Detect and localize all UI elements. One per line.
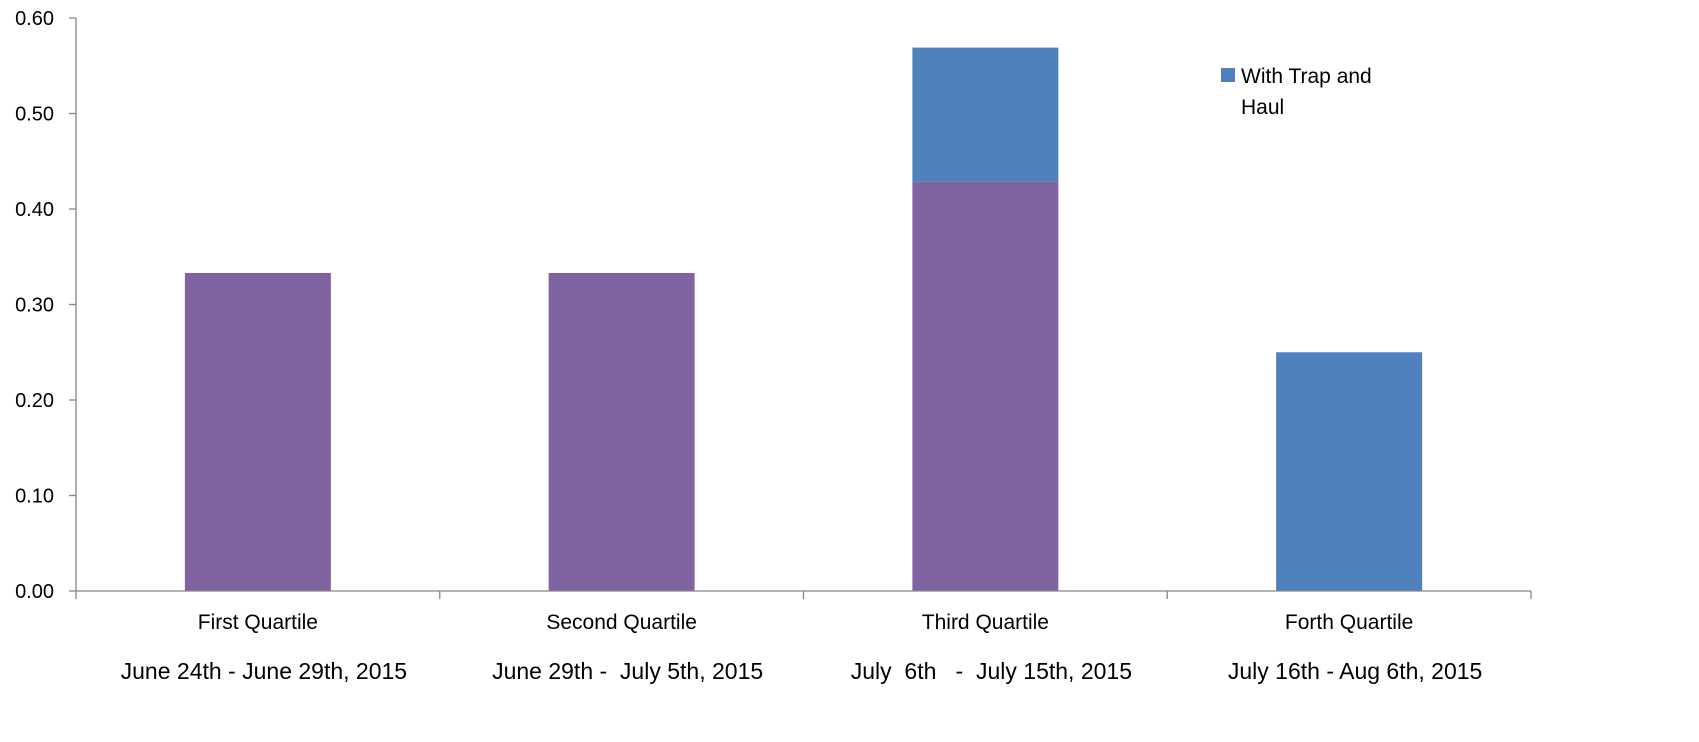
bar-segment [1276, 352, 1423, 591]
y-tick-label: 0.30 [15, 295, 54, 317]
legend: With Trap and Haul [1221, 65, 1372, 119]
labels-group: 0.00 0.10 0.20 0.30 0.40 0.50 0.60 First Quarti… [15, 8, 1482, 684]
bar-segment [184, 272, 331, 591]
y-tick-label: 0.40 [15, 199, 54, 221]
y-tick-label: 0.10 [15, 486, 54, 508]
legend-swatch [1221, 68, 1235, 82]
legend-label: Haul [1241, 96, 1284, 119]
y-tick-label: 0.50 [15, 104, 54, 126]
y-tick-label: 0.60 [15, 8, 54, 30]
bar-segment [548, 272, 695, 591]
date-range-label: June 24th - June 29th, 2015 [121, 658, 407, 684]
date-range-label: July 6th - July 15th, 2015 [851, 658, 1132, 684]
x-tick-label: Forth Quartile [1285, 611, 1413, 634]
y-tick-label: 0.20 [15, 390, 54, 412]
y-tick-label: 0.00 [15, 581, 54, 603]
legend-label: With Trap and [1241, 65, 1372, 88]
x-tick-label: Third Quartile [922, 611, 1049, 634]
date-range-label: June 29th - July 5th, 2015 [492, 658, 763, 684]
bar-segment [912, 181, 1059, 591]
x-tick-label: First Quartile [198, 611, 318, 634]
bars-group [184, 47, 1423, 591]
bar-segment [912, 47, 1059, 182]
x-tick-label: Second Quartile [546, 611, 697, 634]
date-range-label: July 16th - Aug 6th, 2015 [1228, 658, 1482, 684]
axes-group [69, 17, 1532, 599]
